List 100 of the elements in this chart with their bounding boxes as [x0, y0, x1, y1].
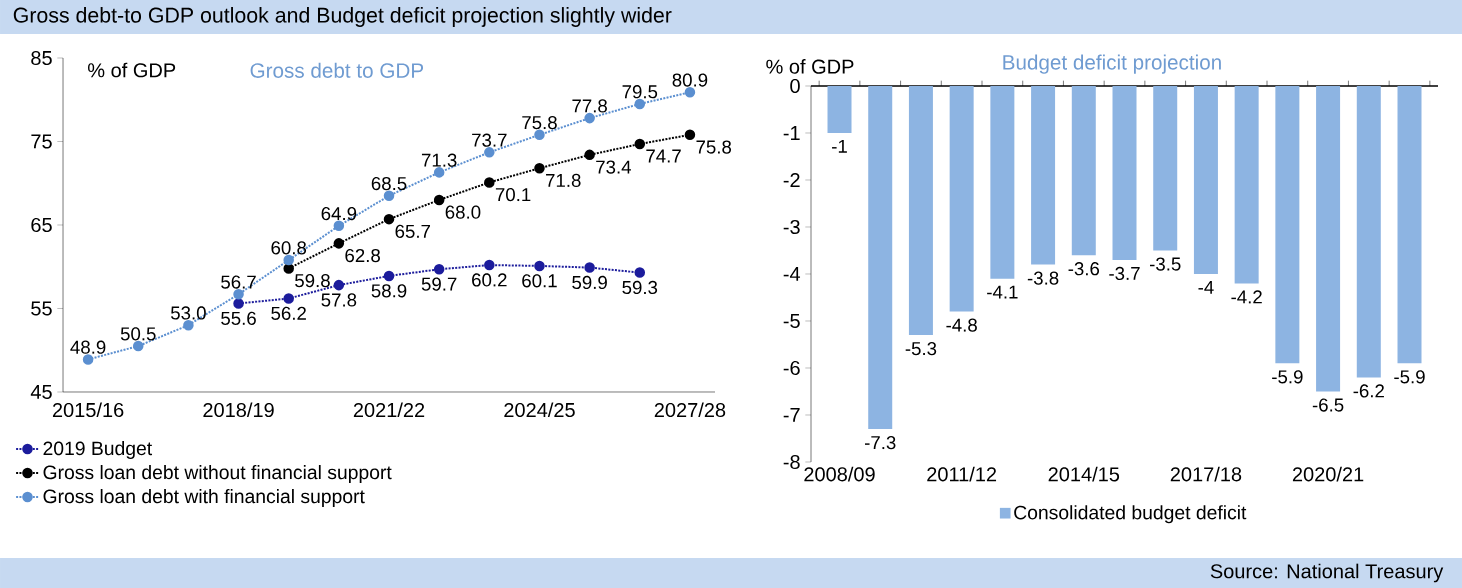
- y-axis-title: % of GDP: [766, 59, 854, 74]
- data-label: -4.2: [1231, 290, 1262, 304]
- data-label: 62.8: [345, 248, 380, 263]
- data-label: -5.9: [1272, 370, 1303, 384]
- data-label: 56.2: [271, 306, 306, 320]
- data-label: 73.4: [596, 160, 631, 174]
- data-label: 60.8: [271, 241, 307, 255]
- point: [484, 177, 495, 188]
- data-label: 65.7: [395, 224, 431, 238]
- data-label: -3.5: [1149, 257, 1181, 271]
- y-tick-label: -4: [783, 267, 801, 281]
- x-tick-label: 2027/28: [654, 402, 726, 418]
- y-tick-label: 65: [31, 217, 52, 233]
- data-label: 59.9: [572, 275, 607, 290]
- y-tick-label: -8: [783, 454, 800, 470]
- data-label: -3.7: [1109, 266, 1140, 281]
- y-tick-label: -7: [783, 408, 800, 422]
- y-axis-title: % of GDP: [88, 62, 176, 78]
- legend-label: Gross loan debt without financial support: [43, 465, 392, 484]
- point: [534, 162, 545, 174]
- point: [383, 213, 395, 225]
- point: [383, 270, 395, 282]
- chart-title: Gross debt-to GDP outlook and Budget deficit projection slightly wider: [13, 7, 672, 27]
- data-label: 48.9: [70, 340, 106, 354]
- legend-label: Consolidated budget deficit: [1014, 505, 1247, 524]
- point: [333, 220, 345, 232]
- chart-subtitle: Gross debt to GDP: [250, 62, 424, 78]
- data-label: -6.2: [1353, 384, 1384, 398]
- x-tick-label: 2021/22: [353, 402, 425, 418]
- data-label: 55.6: [221, 311, 256, 325]
- point: [484, 259, 495, 271]
- point: [634, 138, 646, 150]
- point: [233, 298, 244, 309]
- x-tick-label: 2020/21: [1292, 466, 1364, 482]
- data-label: 57.8: [321, 293, 357, 307]
- point: [283, 293, 294, 304]
- y-tick-label: 45: [30, 385, 52, 399]
- point: [584, 112, 595, 124]
- y-tick-label: -2: [783, 173, 800, 187]
- point: [283, 254, 294, 266]
- data-label: 73.7: [472, 133, 507, 147]
- y-tick-label: -3: [783, 219, 800, 235]
- x-tick-label: 2008/09: [804, 466, 875, 482]
- y-tick-label: -1: [783, 126, 800, 140]
- data-label: 74.7: [646, 149, 681, 163]
- point: [233, 289, 244, 300]
- data-label: 71.3: [421, 153, 457, 167]
- data-label: 70.1: [495, 187, 531, 202]
- data-label: 56.7: [221, 275, 256, 289]
- data-label: 79.5: [622, 85, 658, 99]
- source-note: Source: National Treasury: [1210, 563, 1444, 583]
- x-tick-label: 2015/16: [52, 402, 124, 418]
- point: [534, 129, 545, 141]
- point: [132, 340, 144, 352]
- data-label: 59.8: [295, 274, 330, 288]
- point: [684, 86, 696, 98]
- point: [484, 147, 495, 158]
- data-label: -6.5: [1312, 398, 1344, 412]
- point: [283, 263, 294, 274]
- data-label: -4.1: [987, 285, 1018, 299]
- point: [584, 262, 595, 273]
- data-label: 77.8: [572, 99, 607, 113]
- x-tick-label: 2014/15: [1048, 466, 1120, 482]
- point: [684, 129, 696, 141]
- data-label: 53.0: [170, 306, 206, 320]
- x-tick-label: 2018/19: [203, 402, 274, 418]
- data-label: 59.7: [421, 277, 457, 291]
- point: [634, 267, 646, 278]
- data-label: 68.0: [445, 205, 481, 219]
- data-label: 50.5: [120, 327, 156, 341]
- point: [383, 190, 395, 202]
- data-label: -5.9: [1394, 370, 1425, 384]
- data-label: 75.8: [696, 140, 732, 154]
- point: [433, 194, 445, 206]
- data-label: 71.8: [546, 173, 581, 188]
- chart-title: Budget deficit projection: [1003, 54, 1221, 74]
- data-label: 60.2: [472, 273, 507, 287]
- y-tick-label: 0: [790, 78, 800, 94]
- data-label: 68.5: [371, 176, 407, 191]
- data-label: 59.3: [622, 280, 658, 295]
- data-label: -4: [1198, 280, 1214, 294]
- x-tick-label: 2011/12: [927, 466, 997, 482]
- point: [183, 319, 194, 331]
- point: [333, 238, 345, 249]
- y-tick-label: 85: [31, 50, 52, 66]
- x-tick-label: 2017/18: [1170, 466, 1242, 482]
- data-label: 80.9: [672, 73, 708, 87]
- data-label: -1: [832, 139, 847, 153]
- data-label: -3.8: [1027, 271, 1059, 285]
- data-label: 64.9: [321, 207, 357, 221]
- point: [433, 263, 445, 275]
- data-label: -4.8: [946, 318, 977, 332]
- data-label: -7.3: [864, 436, 896, 450]
- point: [82, 354, 94, 365]
- x-tick-label: 2024/25: [504, 402, 575, 418]
- legend-label: Gross loan debt with financial support: [43, 489, 365, 508]
- data-label: 60.1: [522, 274, 557, 288]
- legend-label: 2019 Budget: [43, 441, 153, 460]
- data-label: -5.3: [905, 342, 937, 356]
- data-label: 75.8: [522, 115, 557, 130]
